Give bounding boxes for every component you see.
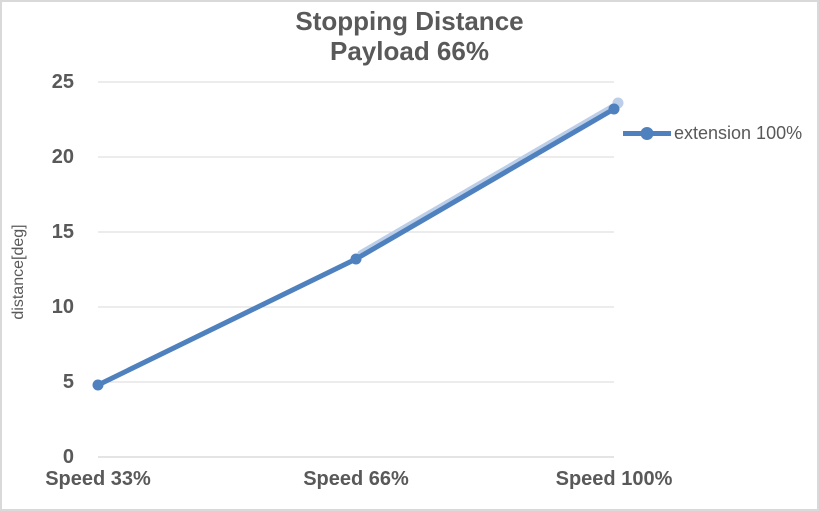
x-axis-category-label: Speed 33% <box>45 468 151 490</box>
y-axis-tick-label: 5 <box>62 371 74 393</box>
data-point-marker <box>92 379 104 391</box>
x-axis-category-label: Speed 100% <box>555 468 673 490</box>
chart-title-line2: Payload 66% <box>330 36 489 66</box>
y-axis-tick-label: 15 <box>51 221 74 243</box>
series-glow-line <box>357 100 621 256</box>
y-axis-tick-label: 10 <box>51 296 74 318</box>
y-axis-tick-label: 20 <box>51 146 74 168</box>
data-point-marker <box>608 103 620 115</box>
x-axis-category-label: Speed 66% <box>303 468 409 490</box>
chart-title-line1: Stopping Distance <box>295 6 524 36</box>
legend: extension 100% <box>622 121 802 145</box>
legend-label: extension 100% <box>674 122 803 143</box>
y-axis-tick-label: 0 <box>62 446 74 468</box>
chart-title: Stopping Distance Payload 66% <box>2 6 817 66</box>
legend-series-marker-icon <box>623 126 671 140</box>
y-axis-tick-label: 25 <box>51 71 74 93</box>
data-point-marker <box>350 253 362 265</box>
